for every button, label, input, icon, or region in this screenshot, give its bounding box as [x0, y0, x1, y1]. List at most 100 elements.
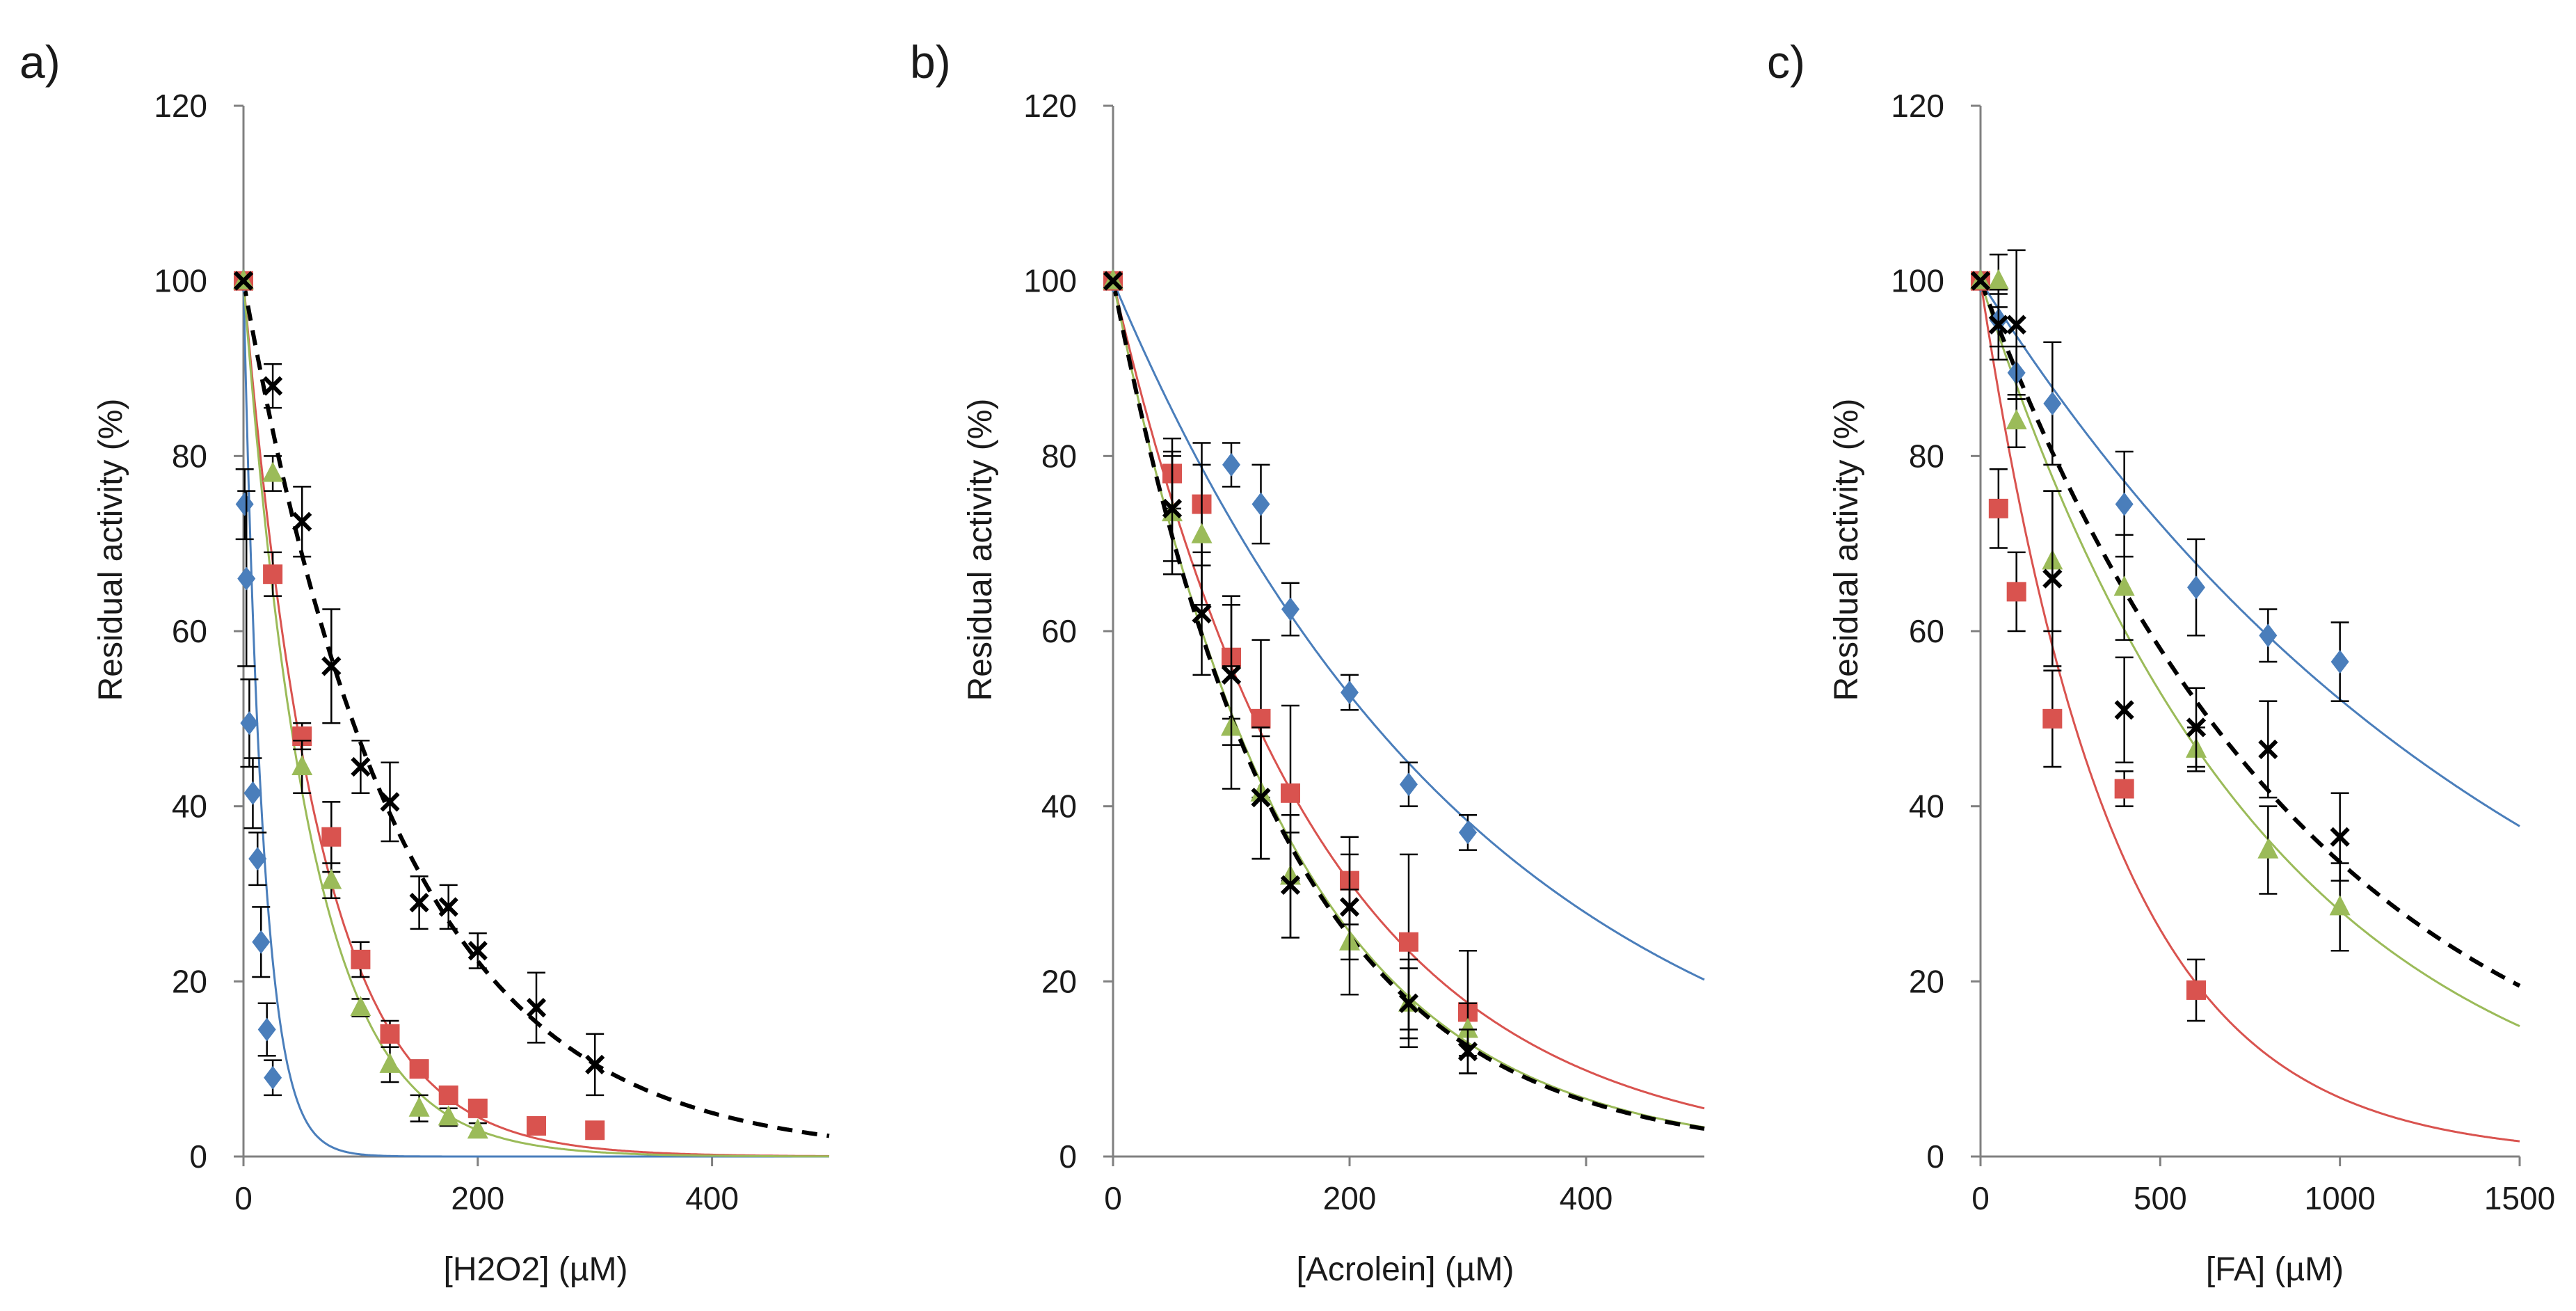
y-tick-label: 60	[172, 613, 207, 649]
diamond-marker	[2187, 575, 2205, 600]
y-tick-label: 80	[1909, 438, 1944, 474]
y-tick-label: 60	[1041, 613, 1077, 649]
triangle-marker	[2113, 575, 2135, 596]
diamond-marker	[1222, 452, 1240, 477]
x-marker	[292, 511, 312, 532]
panel-b: b) Residual activity (%) [Acrolein] (µM)…	[910, 36, 1705, 1288]
triangle-marker	[262, 461, 284, 482]
triangle-marker	[1987, 269, 2009, 289]
diamond-marker	[1251, 492, 1270, 516]
square-marker	[2006, 582, 2026, 602]
square-marker	[409, 1059, 429, 1079]
x-marker	[321, 656, 342, 676]
x-marker	[1988, 315, 2008, 335]
x-tick-label: 0	[1971, 1180, 1990, 1216]
y-axis-title: Residual activity (%)	[962, 399, 999, 701]
x-marker	[1970, 271, 1991, 291]
x-tick-label: 400	[685, 1180, 739, 1216]
y-tick-label: 0	[189, 1138, 207, 1175]
panel-label: c)	[1767, 36, 1805, 88]
square-marker	[1251, 708, 1271, 729]
diamond-marker	[2043, 391, 2062, 415]
x-marker	[2258, 739, 2278, 760]
fit-curve	[1978, 280, 2521, 988]
x-tick-label: 0	[1104, 1180, 1122, 1216]
x-marker	[2006, 315, 2026, 335]
x-marker	[409, 892, 429, 913]
square-marker	[527, 1115, 546, 1136]
x-tick-label: 0	[234, 1180, 253, 1216]
x-marker	[1221, 665, 1242, 685]
x-tick-label: 1500	[2484, 1180, 2555, 1216]
y-tick-label: 100	[154, 263, 207, 299]
x-marker	[2186, 717, 2207, 738]
diamond-marker	[2330, 650, 2349, 674]
x-marker	[2114, 700, 2134, 720]
y-tick-label: 100	[1891, 263, 1944, 299]
y-tick-label: 120	[1023, 88, 1077, 124]
diamond-marker	[1400, 772, 1418, 797]
triangle-marker	[408, 1096, 430, 1117]
y-tick-label: 40	[1909, 788, 1944, 825]
triangle-marker	[379, 1052, 401, 1073]
square-marker	[585, 1120, 605, 1141]
y-tick-label: 40	[172, 788, 207, 825]
x-marker	[1339, 897, 1360, 917]
square-marker	[1399, 932, 1418, 952]
x-marker	[380, 792, 400, 812]
x-tick-label: 1000	[2304, 1180, 2375, 1216]
diamond-marker	[1281, 597, 1299, 621]
y-tick-label: 80	[172, 438, 207, 474]
square-marker	[1988, 498, 2008, 518]
square-marker	[2114, 779, 2134, 799]
triangle-marker	[291, 755, 313, 776]
x-marker	[2330, 827, 2350, 847]
y-tick-label: 20	[172, 963, 207, 999]
x-marker	[467, 941, 488, 961]
diamond-marker	[257, 1017, 276, 1042]
triangle-marker	[2006, 409, 2027, 429]
fit-curve	[1979, 280, 2520, 1028]
diamond-marker	[1459, 820, 1477, 845]
diamond-marker	[240, 711, 259, 736]
diamond-marker	[235, 492, 254, 516]
x-tick-label: 200	[1323, 1180, 1377, 1216]
x-axis-title: [H2O2] (µM)	[443, 1251, 627, 1288]
triangle-marker	[321, 868, 342, 889]
x-tick-label: 400	[1560, 1180, 1613, 1216]
y-axis-title: Residual activity (%)	[1828, 399, 1865, 701]
diamond-marker	[2259, 623, 2278, 648]
panel-label: a)	[19, 36, 61, 88]
x-marker	[1162, 498, 1183, 518]
panel-a: a) Residual activity (%) [H2O2] (µM) 0 20…	[19, 36, 830, 1288]
square-marker	[321, 827, 342, 847]
x-marker	[1192, 603, 1212, 623]
x-tick-label: 200	[451, 1180, 504, 1216]
y-tick-label: 20	[1041, 963, 1077, 999]
triangle-marker	[2329, 895, 2351, 916]
x-marker	[1280, 875, 1301, 896]
x-marker	[351, 756, 371, 777]
x-axis-title: [FA] (µM)	[2206, 1251, 2344, 1288]
diamond-marker	[252, 930, 271, 954]
diamond-marker	[264, 1065, 282, 1090]
panel-c: c) Residual activity (%) [FA] (µM) 0 20 40…	[1767, 36, 2555, 1288]
x-marker	[1398, 993, 1419, 1013]
x-tick-label: 500	[2134, 1180, 2187, 1216]
x-axis-title: [Acrolein] (µM)	[1296, 1251, 1514, 1288]
square-marker	[263, 564, 283, 585]
diamond-marker	[2115, 492, 2134, 516]
triangle-marker	[350, 996, 371, 1017]
y-tick-label: 0	[1926, 1138, 1944, 1175]
y-tick-label: 120	[1891, 88, 1944, 124]
x-marker	[585, 1054, 605, 1075]
y-tick-label: 60	[1909, 613, 1944, 649]
x-marker	[438, 897, 458, 917]
diamond-marker	[237, 566, 256, 591]
y-tick-label: 20	[1909, 963, 1944, 999]
diamond-marker	[248, 847, 267, 871]
x-marker	[2042, 569, 2063, 589]
diamond-marker	[1341, 681, 1359, 705]
y-tick-label: 40	[1041, 788, 1077, 825]
y-tick-label: 0	[1059, 1138, 1077, 1175]
